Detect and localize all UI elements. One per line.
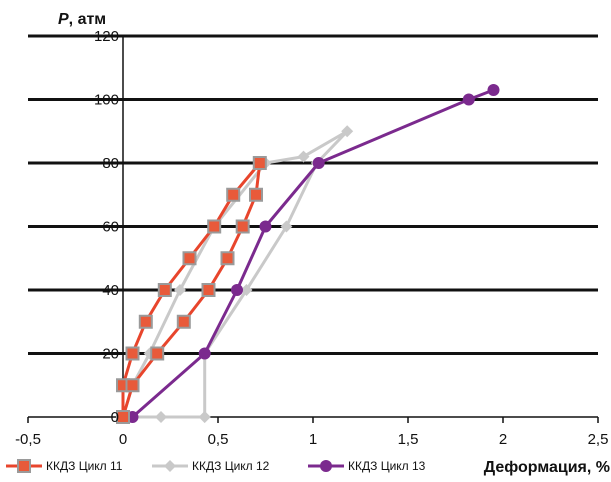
x-tick-label: 2 xyxy=(499,431,507,448)
y-tick-label: 60 xyxy=(102,219,119,236)
series-3 xyxy=(126,83,500,423)
series-2-point xyxy=(155,411,167,423)
series-3-point xyxy=(259,220,272,233)
y-axis-title: P, атм xyxy=(58,11,106,28)
series-1-point xyxy=(176,314,191,329)
series-layer xyxy=(116,83,500,424)
y-tick-label: 100 xyxy=(94,92,119,109)
legend-item-3: ККДЗ Цикл 13 xyxy=(308,459,426,473)
y-tick-label: 80 xyxy=(102,155,119,172)
series-1-point xyxy=(157,283,172,297)
y-tick-label: 0 xyxy=(111,409,119,426)
legend: ККДЗ Цикл 11 ККДЗ Цикл 12 ККДЗ Цикл 13 xyxy=(6,459,426,473)
y-axis-title-variable: P xyxy=(58,11,69,28)
series-1-point xyxy=(182,251,197,266)
series-1-point xyxy=(226,187,241,202)
x-tick-label: 0,5 xyxy=(208,431,229,448)
series-1 xyxy=(116,156,267,424)
series-1-point xyxy=(116,410,130,424)
series-1-point xyxy=(138,314,153,329)
legend-marker xyxy=(17,459,31,473)
x-tick-label: 1 xyxy=(309,431,317,448)
series-3-point xyxy=(231,284,243,296)
series-3-point xyxy=(312,157,325,169)
y-tick-label: 120 xyxy=(94,28,119,45)
x-tick-label: -0,5 xyxy=(15,431,41,448)
series-2-point xyxy=(198,411,211,423)
series-3-point xyxy=(462,93,475,106)
legend-item-2: ККДЗ Цикл 12 xyxy=(152,459,270,473)
legend-item-1: ККДЗ Цикл 11 xyxy=(6,459,123,473)
series-2-point xyxy=(174,284,186,296)
y-tick-label: 20 xyxy=(102,346,119,363)
series-1-point xyxy=(207,219,222,234)
series-1-point xyxy=(235,219,250,234)
legend-marker xyxy=(164,460,176,472)
legend-label: ККДЗ Цикл 11 xyxy=(46,459,123,473)
series-2-point xyxy=(280,220,293,233)
x-tick-label: 1,5 xyxy=(398,431,419,448)
series-3-point xyxy=(198,347,211,360)
series-1-point xyxy=(252,156,267,170)
label-layer: P, атм Деформация, % -0,5 0 0,5 1 1,5 2 2,5 0 20… xyxy=(15,11,610,476)
x-tick-label: 2,5 xyxy=(588,431,609,448)
series-2-point xyxy=(240,284,253,296)
legend-marker xyxy=(320,460,332,472)
series-2-point xyxy=(341,125,354,138)
series-1-point xyxy=(220,251,235,266)
y-tick-label: 40 xyxy=(102,282,119,299)
series-1-point xyxy=(201,283,216,297)
series-1-point xyxy=(125,346,140,361)
series-1-point xyxy=(249,187,263,202)
legend-label: ККДЗ Цикл 12 xyxy=(192,459,270,473)
legend-label: ККДЗ Цикл 13 xyxy=(348,459,426,473)
series-2-point xyxy=(297,150,310,163)
x-tick-label: 0 xyxy=(119,431,127,448)
series-1-point xyxy=(150,346,165,361)
x-axis-title: Деформация, % xyxy=(484,459,610,476)
y-axis-title-unit: , атм xyxy=(69,11,106,28)
series-3-point xyxy=(487,83,500,96)
series-1-point xyxy=(125,378,140,393)
